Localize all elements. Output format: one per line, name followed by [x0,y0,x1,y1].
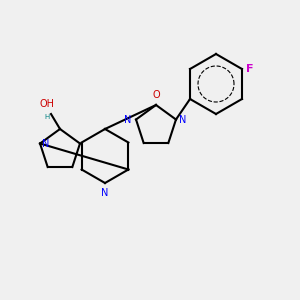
Text: F: F [247,64,254,74]
Text: N: N [41,139,49,148]
Text: O: O [152,91,160,100]
Text: N: N [179,115,186,124]
Text: H: H [44,114,50,120]
Text: OH: OH [39,100,54,110]
Text: N: N [124,115,131,124]
Text: N: N [101,188,109,197]
